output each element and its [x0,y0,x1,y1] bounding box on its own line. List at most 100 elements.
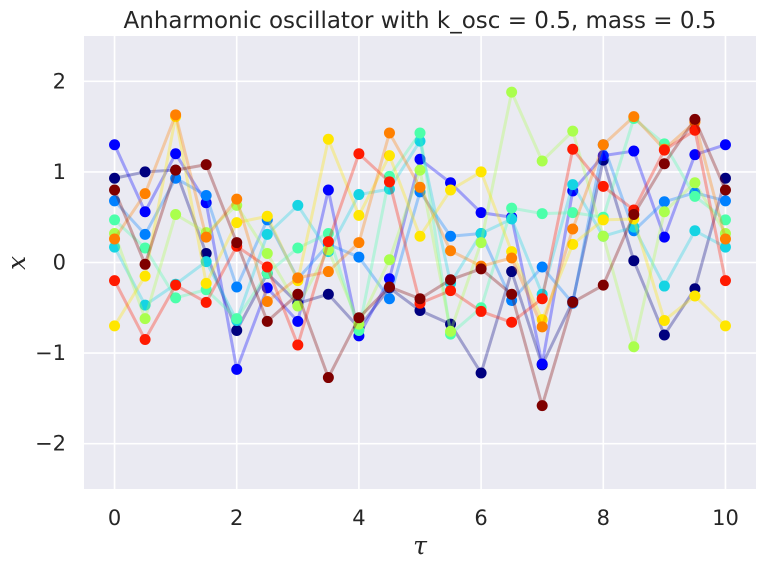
data-point [292,199,304,211]
data-point [322,288,334,300]
data-point [567,296,579,308]
y-axis-label: x [2,256,31,270]
data-point [445,184,457,196]
data-point [628,208,640,220]
data-point [231,193,243,205]
data-point [109,275,121,287]
data-point [658,144,670,156]
data-point [200,296,212,308]
data-point [536,321,548,333]
data-point [567,125,579,137]
data-point [475,228,487,240]
x-tick-label: 8 [597,506,610,530]
data-point [200,159,212,171]
y-tick-label: 1 [53,160,66,184]
data-point [719,320,731,332]
data-point [597,180,609,192]
data-point [383,150,395,162]
data-point [200,231,212,243]
data-point [139,166,151,178]
data-point [719,172,731,184]
data-point [139,258,151,270]
data-point [719,139,731,151]
data-point [231,313,243,325]
data-point [475,263,487,275]
data-point [292,339,304,351]
data-point [658,329,670,341]
data-point [231,324,243,336]
data-point [383,281,395,293]
data-point [109,233,121,245]
x-tick-label: 6 [474,506,487,530]
data-point [231,237,243,249]
data-point [292,300,304,312]
data-point [689,124,701,136]
data-point [536,358,548,370]
data-point [506,213,518,225]
data-point [139,188,151,200]
data-point [200,247,212,259]
data-point [353,251,365,263]
y-tick-label: 0 [53,251,66,275]
data-point [200,277,212,289]
data-point [567,223,579,235]
data-point [628,341,640,353]
tick-labels: 0 2 4 6 8 10 −2 −1 0 1 2 [35,69,739,530]
data-point [383,273,395,285]
data-point [109,139,121,151]
data-point [445,325,457,337]
data-point [170,109,182,121]
data-point [658,231,670,243]
data-point [353,148,365,160]
data-point [292,315,304,327]
data-point [170,164,182,176]
data-point [506,288,518,300]
data-point [414,153,426,165]
data-point [414,127,426,139]
data-point [628,111,640,123]
data-point [475,367,487,379]
data-point [719,233,731,245]
data-point [170,208,182,220]
series-9 [109,113,731,412]
x-tick-label: 10 [712,506,739,530]
data-point [261,295,273,307]
data-point [536,208,548,220]
data-point [689,113,701,125]
data-point [139,299,151,311]
data-point [475,237,487,249]
data-point [322,184,334,196]
x-tick-label: 4 [352,506,365,530]
data-point [536,155,548,167]
data-point [597,279,609,291]
data-point [261,282,273,294]
data-point [689,149,701,161]
data-point [414,181,426,193]
data-point [292,242,304,254]
data-point [139,228,151,240]
data-point [597,150,609,162]
data-point [200,189,212,201]
data-point [628,255,640,267]
data-point [689,225,701,237]
data-point [353,209,365,221]
data-point [261,261,273,273]
data-point [475,207,487,219]
data-point [322,372,334,384]
data-point [261,228,273,240]
data-point [536,400,548,412]
y-tick-label: 2 [53,69,66,93]
data-point [261,210,273,222]
data-point [445,285,457,297]
x-axis-label: τ [413,531,428,560]
data-point [231,363,243,375]
data-point [719,275,731,287]
data-point [353,189,365,201]
data-point [414,293,426,305]
data-point [506,202,518,214]
data-point [139,206,151,218]
data-point [383,176,395,188]
data-point [719,214,731,226]
data-point [109,214,121,226]
data-point [109,172,121,184]
